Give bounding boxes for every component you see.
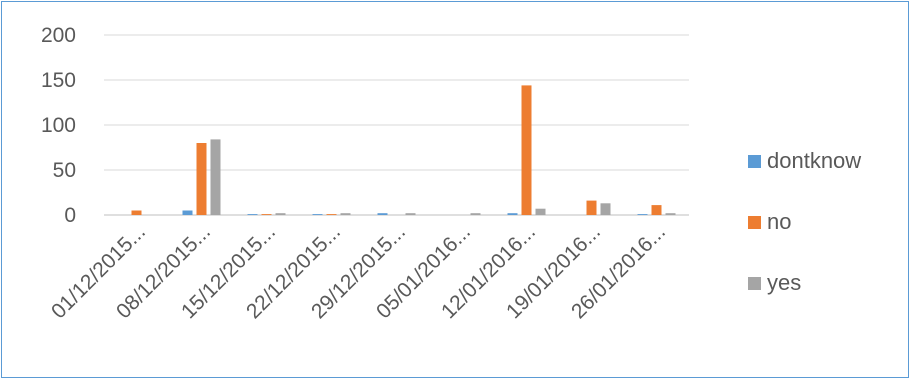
- bar-no: [261, 214, 272, 215]
- bar-yes: [405, 213, 416, 215]
- gridlines: [104, 34, 689, 216]
- bar-dontknow: [637, 214, 648, 215]
- bar-dontknow: [312, 214, 323, 215]
- y-tick-label: 200: [41, 24, 76, 47]
- bar-yes: [665, 213, 676, 215]
- y-axis: 0 50 100 150 200: [41, 24, 76, 227]
- x-axis: 01/12/2015...08/12/2015...15/12/2015...2…: [47, 220, 670, 323]
- legend-swatch-yes: [748, 277, 761, 290]
- bar-yes: [600, 203, 611, 215]
- bar-no: [326, 214, 337, 215]
- bar-yes: [275, 213, 286, 215]
- bar-dontknow: [247, 214, 258, 215]
- bar-no: [586, 200, 597, 215]
- bar-no: [651, 205, 662, 215]
- bar-yes: [340, 213, 351, 215]
- legend-label-no: no: [767, 209, 791, 234]
- bars: [131, 85, 676, 216]
- legend-label-dontknow: dontknow: [767, 148, 861, 173]
- legend-label-yes: yes: [767, 270, 801, 295]
- bar-yes: [210, 139, 221, 215]
- bar-yes: [535, 208, 546, 215]
- y-tick-label: 150: [41, 69, 76, 92]
- legend-swatch-no: [748, 216, 761, 229]
- bar-dontknow: [507, 213, 518, 215]
- bar-dontknow: [182, 210, 193, 215]
- bar-dontknow: [377, 213, 388, 215]
- legend: dontknow no yes: [748, 148, 861, 295]
- legend-swatch-dontknow: [748, 155, 761, 168]
- bar-no: [131, 210, 142, 215]
- y-tick-label: 50: [53, 159, 76, 182]
- bar-no: [521, 85, 532, 216]
- bar-no: [196, 143, 207, 215]
- y-tick-label: 100: [41, 114, 76, 137]
- y-tick-label: 0: [64, 204, 76, 227]
- bar-yes: [470, 213, 481, 215]
